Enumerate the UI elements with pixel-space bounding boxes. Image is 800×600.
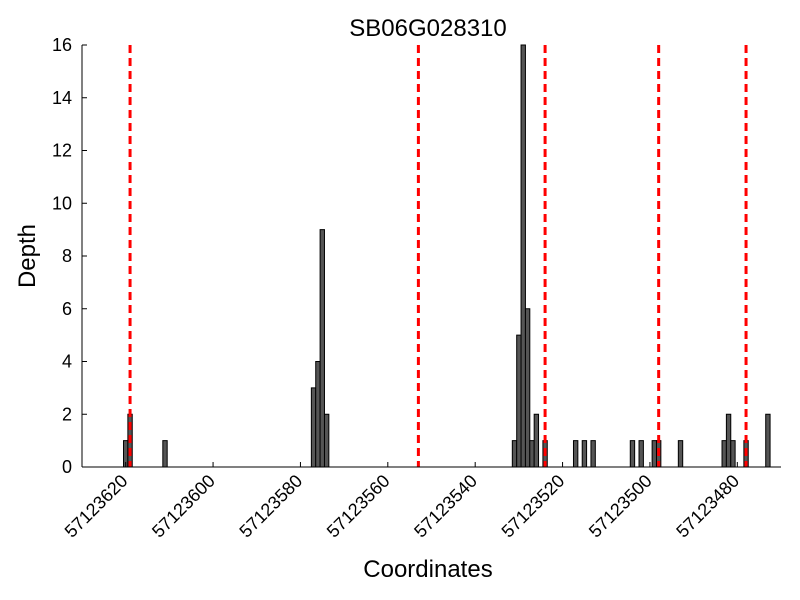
coverage-bar — [581, 440, 588, 468]
x-tick-label: 57123580 — [235, 471, 306, 542]
y-tick-label: 0 — [62, 457, 72, 477]
coverage-bar — [520, 44, 526, 468]
coverage-bar — [533, 413, 540, 468]
y-tick-label: 12 — [52, 141, 72, 161]
coverage-bar — [511, 440, 518, 468]
coverage-bar — [162, 440, 168, 468]
coverage-bar — [765, 413, 771, 468]
x-ticks: 57123620 57123600 57123580 57123560 57123540… — [61, 462, 743, 541]
x-axis-label: Coordinates — [363, 556, 492, 583]
chart-title: SB06G028310 — [349, 15, 506, 42]
coverage-bar — [529, 440, 535, 468]
y-axis-label: Depth — [14, 224, 41, 288]
x-tick-label: 57123540 — [410, 471, 481, 542]
axes — [81, 45, 781, 468]
coverage-bar — [677, 440, 684, 468]
x-tick-label: 57123600 — [148, 471, 219, 542]
x-tick-label: 57123500 — [585, 471, 656, 542]
coverage-bar — [572, 440, 579, 468]
coverage-bar — [638, 440, 644, 468]
coverage-bar — [725, 413, 732, 468]
coverage-bar — [315, 361, 321, 468]
coverage-bar — [651, 440, 657, 468]
coverage-bar — [516, 334, 522, 468]
y-tick-label: 6 — [62, 299, 72, 319]
coverage-bar — [310, 387, 317, 468]
x-tick-label: 57123480 — [672, 471, 743, 542]
coverage-bar — [721, 440, 727, 468]
x-tick-label: 57123620 — [61, 471, 132, 542]
coverage-bar — [590, 440, 596, 468]
x-tick-label: 57123520 — [498, 471, 569, 542]
y-tick-label: 10 — [52, 193, 72, 213]
coverage-bar — [629, 440, 636, 468]
y-tick-label: 16 — [52, 35, 72, 55]
y-ticks: 0 2 4 6 8 10 12 14 16 — [52, 35, 87, 477]
y-tick-label: 4 — [62, 352, 72, 372]
coverage-bar — [730, 440, 736, 468]
coverage-bar — [524, 308, 531, 468]
y-tick-label: 8 — [62, 246, 72, 266]
marker-lines — [128, 45, 748, 467]
y-tick-label: 2 — [62, 404, 72, 424]
bars — [123, 44, 771, 468]
y-tick-label: 14 — [52, 88, 72, 108]
coverage-bar — [323, 413, 330, 468]
coverage-bar — [319, 229, 325, 468]
x-tick-label: 57123560 — [323, 471, 394, 542]
